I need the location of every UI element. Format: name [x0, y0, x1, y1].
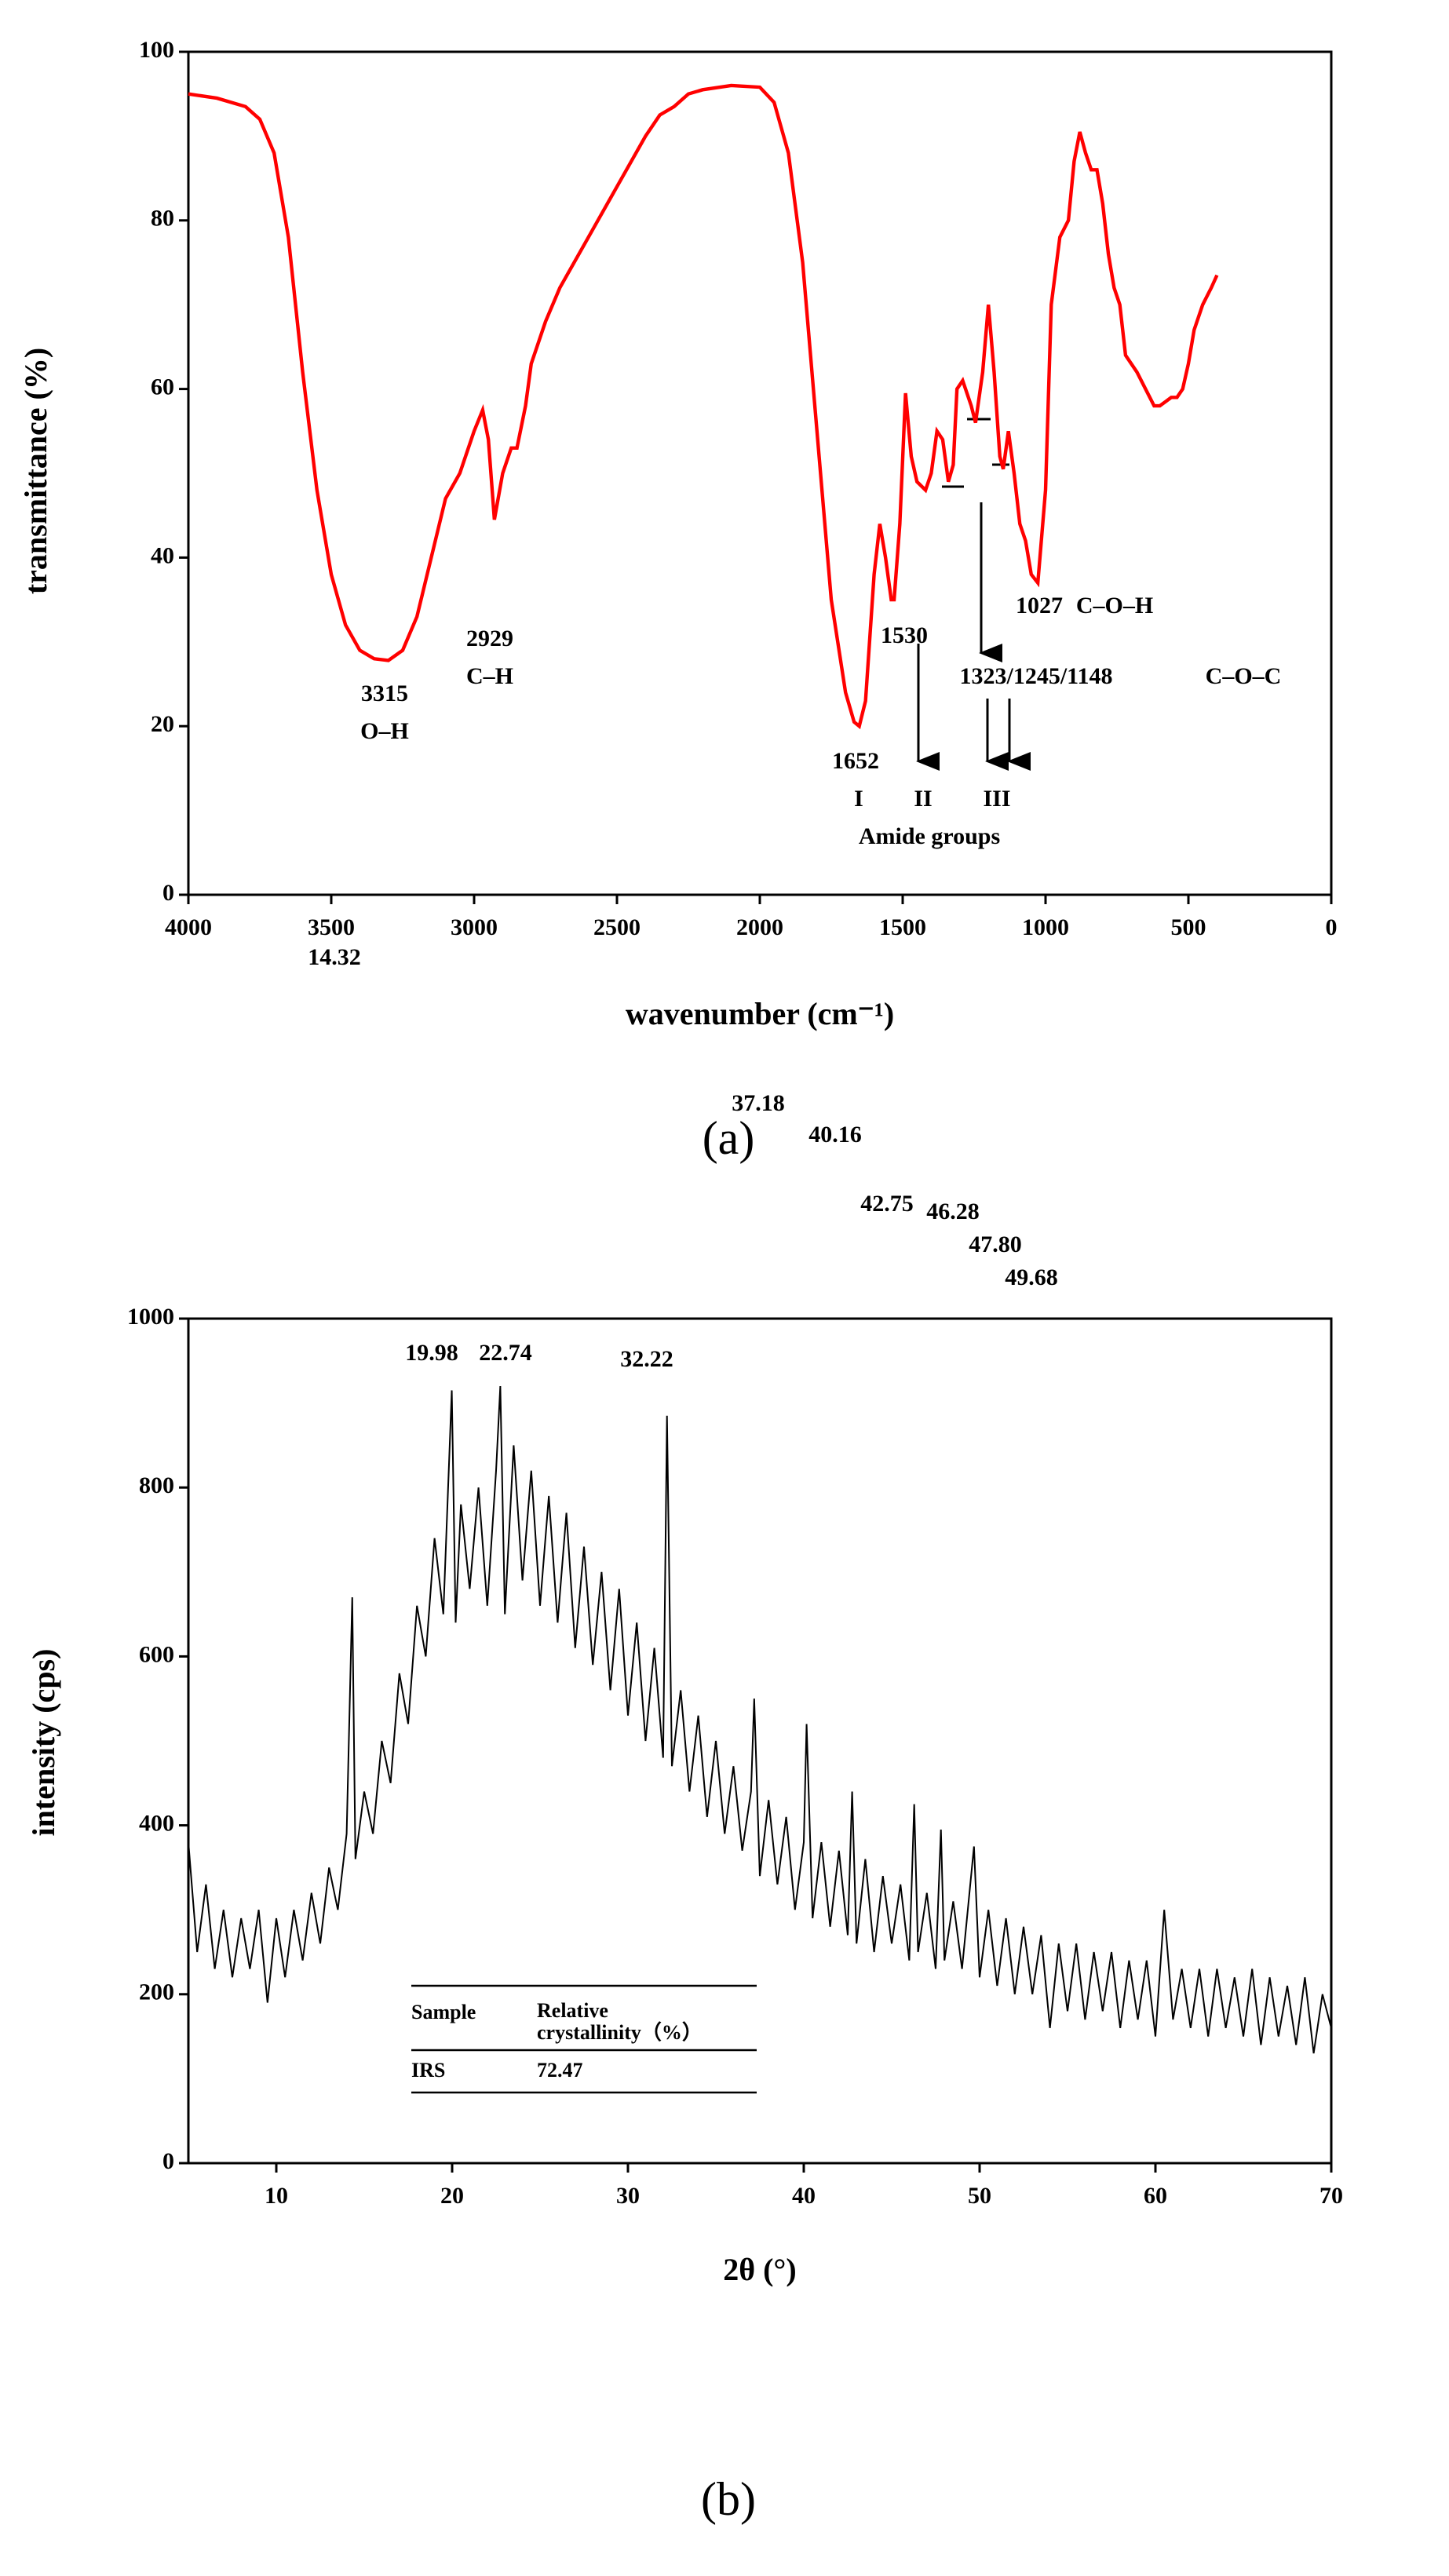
annotation: 46.28: [926, 1199, 980, 1224]
annotation: 1530: [881, 622, 928, 648]
panel-label: (b): [701, 2473, 756, 2525]
y-tick-label: 600: [139, 1641, 174, 1667]
annotation: 37.18: [732, 1090, 785, 1116]
y-tick-label: 1000: [127, 1304, 174, 1330]
annotation: C–O–C: [1206, 663, 1282, 689]
annotation: 19.98: [405, 1340, 458, 1366]
y-tick-label: 60: [151, 374, 174, 400]
table-header: Sample: [411, 2001, 476, 2023]
y-tick-label: 0: [162, 880, 174, 906]
annotation: C–O–H: [1076, 593, 1153, 618]
annotation-arrows: [916, 418, 1031, 771]
x-tick-label: 500: [1171, 914, 1206, 940]
table-cell: 72.47: [537, 2059, 583, 2082]
annotation: 32.22: [620, 1346, 673, 1372]
x-tick-label: 20: [440, 2183, 464, 2209]
x-tick-label: 50: [968, 2183, 991, 2209]
x-tick-label: 2000: [736, 914, 783, 940]
data-line: [188, 1386, 1332, 2054]
x-tick-label: 10: [265, 2183, 288, 2209]
annotation: I: [854, 786, 863, 812]
x-tick-label: 3000: [451, 914, 498, 940]
y-tick-label: 200: [139, 1979, 174, 2005]
y-tick-label: 800: [139, 1472, 174, 1498]
annotation: 2929: [466, 626, 513, 651]
x-tick-label: 0: [1326, 914, 1338, 940]
x-tick-label: 1000: [1022, 914, 1069, 940]
annotation: 1027: [1016, 593, 1063, 618]
annotation: 40.16: [808, 1122, 862, 1148]
annotation: III: [983, 786, 1010, 812]
annotation: II: [914, 786, 932, 812]
table-cell: IRS: [411, 2059, 445, 2082]
x-tick-label: 3500: [308, 914, 355, 940]
x-tick-label: 1500: [879, 914, 926, 940]
data-line: [188, 83, 1219, 730]
annotation: 22.74: [479, 1340, 532, 1366]
x-tick-label: 60: [1144, 2183, 1167, 2209]
y-tick-label: 80: [151, 206, 174, 232]
x-axis-label: wavenumber (cm⁻¹): [626, 996, 894, 1031]
y-tick-label: 20: [151, 711, 174, 737]
annotation: Amide groups: [859, 823, 1000, 849]
annotation: O–H: [360, 718, 409, 744]
x-tick-label: 4000: [165, 914, 212, 940]
annotation: 49.68: [1005, 1264, 1058, 1290]
y-tick-label: 0: [162, 2148, 174, 2174]
annotation: 3315: [361, 680, 408, 706]
x-tick-label: 2500: [593, 914, 641, 940]
annotation: 14.32: [308, 944, 361, 970]
y-axis-label: transmittance (%): [18, 348, 53, 594]
annotation: 47.80: [969, 1231, 1022, 1257]
x-tick-label: 70: [1319, 2183, 1343, 2209]
y-tick-label: 400: [139, 1810, 174, 1836]
annotation: 1652: [832, 748, 879, 774]
x-tick-label: 30: [616, 2183, 640, 2209]
plot-frame: [187, 50, 1333, 896]
table-header: Relative: [537, 1999, 608, 2022]
annotation: 1323/1245/1148: [959, 663, 1112, 689]
y-axis-label: intensity (cps): [26, 1649, 61, 1837]
annotation: C–H: [466, 663, 513, 689]
x-tick-label: 40: [792, 2183, 816, 2209]
annotation: 42.75: [860, 1191, 914, 1217]
table-lines: [411, 1984, 757, 2094]
panel-label: (a): [703, 1112, 755, 1164]
table-header: crystallinity（%）: [537, 2021, 703, 2044]
x-axis-label: 2θ (°): [723, 2252, 797, 2287]
plot-frame: [187, 1317, 1333, 2165]
y-tick-label: 40: [151, 542, 174, 568]
y-tick-label: 100: [139, 37, 174, 63]
